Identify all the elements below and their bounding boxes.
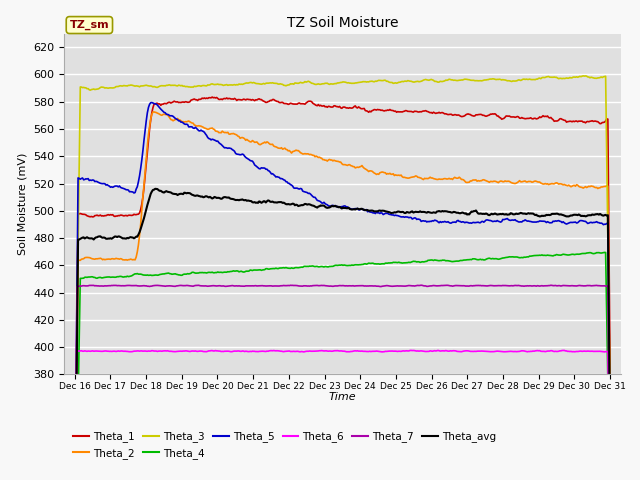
Theta_3 xyxy=(297,80,305,85)
Theta_3 xyxy=(396,79,404,85)
Theta_5 xyxy=(298,186,305,192)
Theta_5 xyxy=(558,220,566,226)
Line: Theta_2: Theta_2 xyxy=(75,112,610,480)
Title: TZ Soil Moisture: TZ Soil Moisture xyxy=(287,16,398,30)
Theta_1 xyxy=(239,97,246,103)
Theta_2 xyxy=(150,109,158,115)
Theta_2 xyxy=(239,135,246,141)
Theta_avg xyxy=(372,208,380,214)
Theta_3 xyxy=(606,400,614,406)
Theta_avg xyxy=(239,196,246,202)
Theta_1 xyxy=(465,111,473,117)
Theta_1 xyxy=(298,101,305,107)
Line: Theta_7: Theta_7 xyxy=(75,285,610,480)
Theta_1 xyxy=(372,107,380,113)
Theta_7 xyxy=(417,282,425,288)
Theta_avg xyxy=(151,186,159,192)
Theta_3 xyxy=(557,75,564,81)
Theta_5 xyxy=(465,220,473,226)
Theta_6 xyxy=(396,348,404,354)
Theta_1 xyxy=(558,117,566,122)
Theta_avg xyxy=(397,209,405,215)
Theta_6 xyxy=(297,349,305,355)
Theta_7 xyxy=(371,283,378,289)
Y-axis label: Soil Moisture (mV): Soil Moisture (mV) xyxy=(17,153,28,255)
Theta_2 xyxy=(606,419,614,425)
Legend: Theta_1, Theta_2, Theta_3, Theta_4, Theta_5, Theta_6, Theta_7, Theta_avg: Theta_1, Theta_2, Theta_3, Theta_4, Thet… xyxy=(69,427,500,463)
Theta_6 xyxy=(237,348,245,354)
Theta_avg xyxy=(465,212,473,217)
Theta_7 xyxy=(465,283,473,289)
Theta_2 xyxy=(465,180,473,185)
Theta_4 xyxy=(237,268,245,274)
X-axis label: Time: Time xyxy=(328,393,356,402)
Theta_5 xyxy=(239,151,246,157)
Theta_7 xyxy=(237,283,245,289)
Text: TZ_sm: TZ_sm xyxy=(70,20,109,30)
Theta_4 xyxy=(396,260,404,265)
Theta_6 xyxy=(371,348,378,354)
Theta_2 xyxy=(397,172,405,178)
Theta_4 xyxy=(557,252,564,258)
Theta_1 xyxy=(397,109,405,115)
Theta_5 xyxy=(372,211,380,216)
Theta_1 xyxy=(209,94,216,100)
Theta_6 xyxy=(561,348,568,353)
Line: Theta_5: Theta_5 xyxy=(75,103,610,480)
Theta_5 xyxy=(397,214,405,220)
Theta_7 xyxy=(297,283,305,289)
Theta_4 xyxy=(297,264,305,270)
Theta_3 xyxy=(579,73,587,79)
Theta_5 xyxy=(606,443,614,449)
Theta_4 xyxy=(601,250,609,255)
Theta_4 xyxy=(371,261,378,267)
Theta_1 xyxy=(606,374,614,380)
Theta_5 xyxy=(148,100,156,106)
Theta_avg xyxy=(606,438,614,444)
Theta_7 xyxy=(558,283,566,288)
Theta_7 xyxy=(396,283,404,289)
Line: Theta_1: Theta_1 xyxy=(75,97,610,480)
Theta_3 xyxy=(464,77,472,83)
Theta_2 xyxy=(372,171,380,177)
Line: Theta_4: Theta_4 xyxy=(75,252,610,480)
Theta_6 xyxy=(557,348,564,354)
Theta_3 xyxy=(371,79,378,84)
Theta_avg xyxy=(298,202,305,208)
Line: Theta_3: Theta_3 xyxy=(75,76,610,480)
Theta_avg xyxy=(558,212,566,217)
Theta_3 xyxy=(237,81,245,87)
Line: Theta_avg: Theta_avg xyxy=(75,189,610,480)
Theta_6 xyxy=(464,348,472,354)
Theta_4 xyxy=(464,257,472,263)
Theta_2 xyxy=(298,150,305,156)
Line: Theta_6: Theta_6 xyxy=(75,350,610,480)
Theta_2 xyxy=(558,181,566,187)
